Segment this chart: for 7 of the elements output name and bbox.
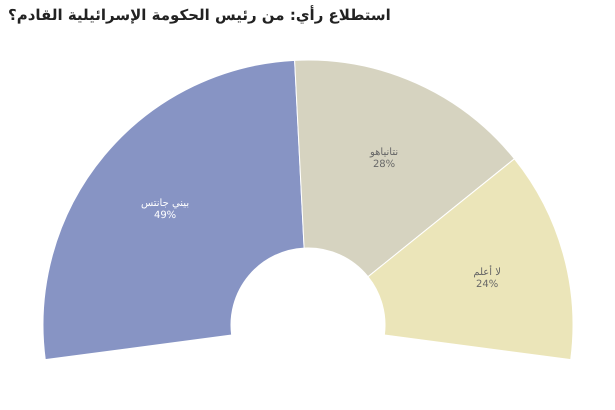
data-label: 49%	[154, 210, 176, 221]
slice-label: بيني جانتس	[141, 198, 190, 209]
slice-label: نتانياهو	[368, 147, 398, 158]
slice-label: لا أعلم	[473, 264, 501, 278]
data-label: 24%	[476, 278, 498, 290]
chart-title: استطلاع رأي: من رئيس الحكومة الإسرائيلية القادم؟	[8, 6, 391, 24]
data-label: 28%	[372, 159, 396, 170]
